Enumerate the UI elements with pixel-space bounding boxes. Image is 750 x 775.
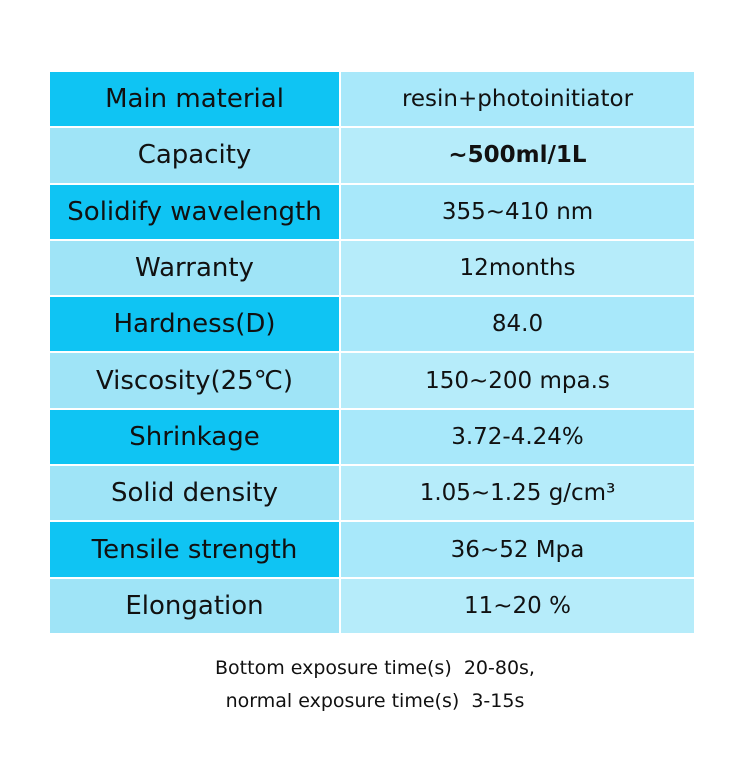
spec-label: Elongation	[50, 578, 339, 633]
spec-table: Main material resin+photoinitiator Capacit…	[50, 72, 694, 633]
footer-note: Bottom exposure time(s) 20-80s, normal ex…	[0, 652, 750, 718]
spec-label: Warranty	[50, 240, 339, 296]
spec-value: 1.05~1.25 g/cm³	[341, 466, 694, 521]
spec-label: Main material	[50, 72, 339, 127]
spec-label: Solidify wavelength	[50, 184, 339, 239]
spec-label: Capacity	[50, 128, 339, 183]
spec-label: Tensile strength	[50, 522, 339, 577]
spec-value: 150~200 mpa.s	[341, 353, 694, 408]
spec-label: Viscosity(25℃)	[50, 353, 339, 408]
footer-line: normal exposure time(s) 3-15s	[225, 690, 525, 712]
spec-value: 84.0	[341, 297, 694, 352]
spec-value: 12months	[341, 240, 694, 296]
spec-value: 11~20 %	[341, 578, 694, 633]
footer-line: Bottom exposure time(s) 20-80s,	[215, 657, 535, 679]
spec-label: Hardness(D)	[50, 297, 339, 352]
spec-value: 355~410 nm	[341, 184, 694, 239]
spec-label: Shrinkage	[50, 409, 339, 465]
spec-value: 3.72-4.24%	[341, 409, 694, 465]
spec-value: ~500ml/1L	[341, 128, 694, 183]
spec-value: resin+photoinitiator	[341, 72, 694, 127]
spec-value: 36~52 Mpa	[341, 522, 694, 577]
spec-label: Solid density	[50, 466, 339, 521]
